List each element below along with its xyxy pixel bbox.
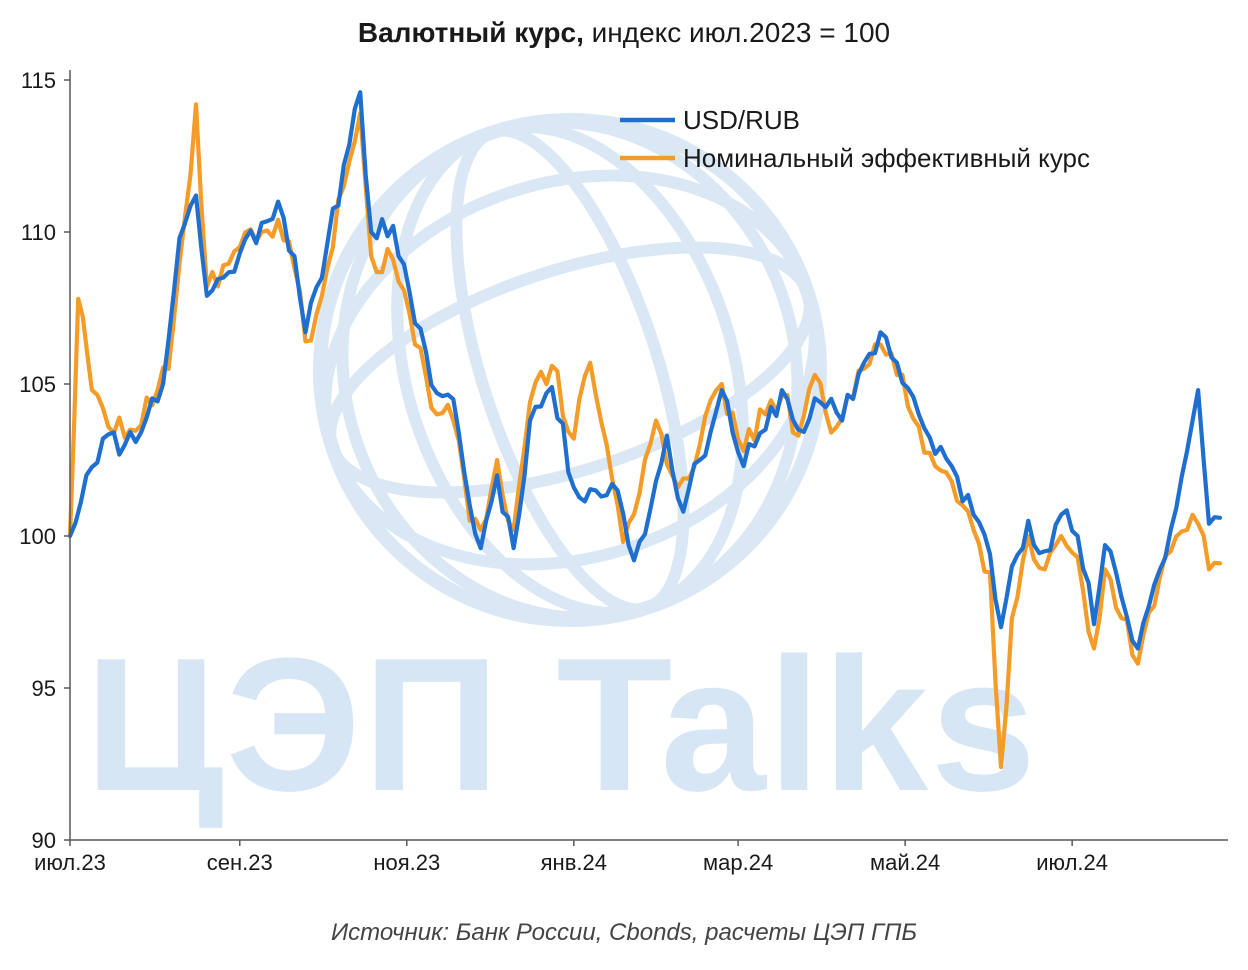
legend-label: Номинальный эффективный курс [683, 143, 1090, 173]
y-tick-label: 95 [32, 676, 56, 701]
y-tick-label: 110 [21, 220, 56, 245]
y-tick-label: 105 [19, 372, 56, 397]
y-tick-label: 115 [21, 68, 56, 93]
chart-svg: ЦЭП Talks Валютный курс, индекс июл.2023 … [0, 0, 1248, 970]
x-tick-label: июл.24 [1036, 850, 1108, 875]
legend-label: USD/RUB [683, 105, 800, 135]
watermark-text: ЦЭП Talks [85, 619, 1038, 831]
y-tick-label: 100 [19, 524, 56, 549]
x-tick-label: мар.24 [703, 850, 773, 875]
x-tick-label: янв.24 [541, 850, 607, 875]
chart-source: Источник: Банк России, Cbonds, расчеты Ц… [331, 919, 917, 946]
x-tick-label: май.24 [870, 850, 940, 875]
x-tick-label: июл.23 [34, 850, 106, 875]
x-tick-label: сен.23 [207, 850, 273, 875]
chart-title: Валютный курс, индекс июл.2023 = 100 [358, 17, 890, 48]
x-tick-label: ноя.23 [373, 850, 440, 875]
exchange-rate-chart: ЦЭП Talks Валютный курс, индекс июл.2023 … [0, 0, 1248, 970]
